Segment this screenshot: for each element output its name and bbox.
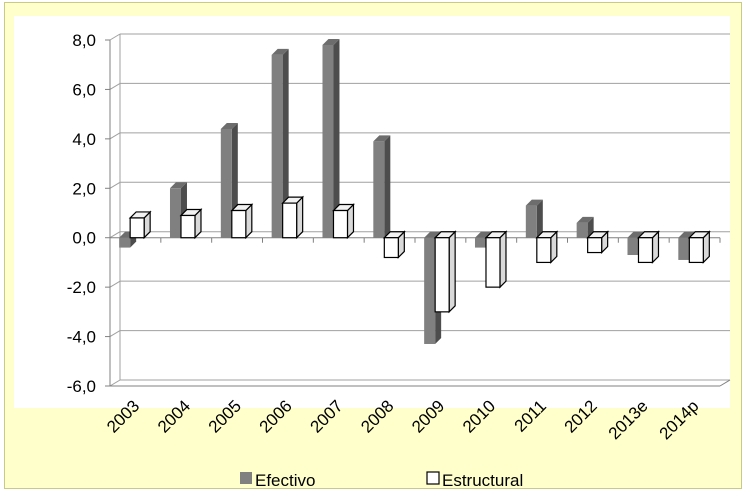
bar-efectivo-top <box>525 199 543 206</box>
bar-estructural-side <box>448 230 456 314</box>
bar-estructural-side <box>296 195 304 240</box>
bar-estructural <box>382 230 406 259</box>
bar-estructural <box>128 210 152 240</box>
bar-efectivo-top <box>627 231 645 238</box>
bar-efectivo <box>322 38 340 238</box>
legend-label-efectivo: Efectivo <box>255 471 315 490</box>
bar-efectivo <box>525 199 543 238</box>
bar-efectivo-front <box>474 237 486 248</box>
bar-estructural <box>535 230 559 264</box>
bar-efectivo-side <box>333 38 340 238</box>
bar-estructural <box>179 208 203 240</box>
bar-efectivo-top <box>169 182 187 189</box>
bar-efectivo-top <box>373 135 391 142</box>
bar-estructural <box>586 230 610 254</box>
gridline-connector <box>109 132 121 140</box>
bar-estructural-front <box>434 237 450 313</box>
bar-efectivo-front <box>373 141 385 238</box>
bar-efectivo-top <box>271 48 289 55</box>
bar-estructural-front <box>231 209 247 239</box>
bar-estructural-front <box>587 237 603 254</box>
bar-efectivo-top <box>220 122 238 129</box>
bar-efectivo-side <box>384 135 391 238</box>
bar-estructural-front <box>485 237 501 288</box>
bar-estructural <box>230 203 254 240</box>
y-tick-label: -2,0 <box>67 278 96 297</box>
bar-efectivo-top <box>424 231 442 238</box>
y-tick-label: 0,0 <box>72 229 96 248</box>
bar-efectivo-side <box>282 48 289 238</box>
bar-efectivo <box>271 48 289 238</box>
bar-estructural-front <box>536 237 552 264</box>
legend-swatch-estructural <box>426 471 440 485</box>
gridline-connector <box>109 231 121 239</box>
bar-estructural <box>281 195 305 240</box>
bar-estructural-front <box>332 209 349 239</box>
bar-efectivo-front <box>627 237 639 256</box>
gridline-connector <box>109 82 121 90</box>
plot-area <box>14 16 730 408</box>
y-tick-label: 6,0 <box>72 80 96 99</box>
y-tick-label: 2,0 <box>72 179 96 198</box>
bar-estructural-front <box>180 214 196 239</box>
bar-efectivo-front <box>322 44 334 238</box>
y-tick-label: 4,0 <box>72 130 96 149</box>
bar-efectivo-front <box>678 237 690 260</box>
bar-estructural <box>484 230 508 289</box>
bar-estructural <box>433 230 457 314</box>
bar-estructural <box>332 203 355 240</box>
gridline-connector <box>109 33 121 41</box>
gridline-connector <box>109 280 121 288</box>
bar-efectivo-front <box>424 237 436 344</box>
legend-swatch-efectivo <box>240 472 252 484</box>
bar-efectivo-top <box>474 231 492 238</box>
bar-efectivo-front <box>576 222 588 238</box>
bar-efectivo <box>373 135 391 238</box>
floor-right-edge <box>719 379 731 387</box>
gridline-connector <box>109 181 121 189</box>
bar-efectivo-front <box>220 128 232 238</box>
legend-label-estructural: Estructural <box>442 471 523 490</box>
y-tick-label: -4,0 <box>67 328 96 347</box>
y-tick-label: -6,0 <box>67 377 96 396</box>
gridline-connector <box>109 379 121 387</box>
bar-estructural <box>687 230 711 264</box>
bar-estructural-front <box>688 237 704 264</box>
bar-efectivo-front <box>525 205 537 238</box>
bar-efectivo-side <box>536 199 543 238</box>
bar-efectivo-top <box>322 38 340 45</box>
bar-efectivo-top <box>576 216 594 223</box>
bar-estructural-front <box>637 237 654 264</box>
bar-efectivo-front <box>119 237 131 248</box>
bar-efectivo-front <box>271 54 283 238</box>
bar-estructural-side <box>499 230 507 289</box>
y-tick-label: 8,0 <box>72 31 96 50</box>
bar-estructural-front <box>383 237 399 259</box>
bar-estructural-front <box>282 202 298 239</box>
bar-estructural-front <box>129 217 145 239</box>
bar-efectivo-front <box>169 188 181 238</box>
bar-efectivo-top <box>678 231 696 238</box>
bar-estructural <box>637 230 660 264</box>
gridline-connector <box>109 330 121 338</box>
